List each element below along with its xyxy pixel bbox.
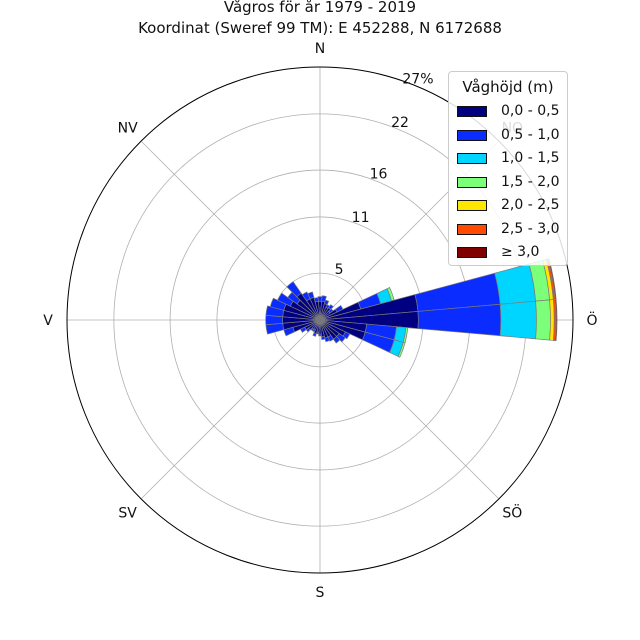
legend-label: 2,5 - 3,0: [501, 220, 560, 237]
bar-segment: [535, 299, 551, 341]
legend-swatch: [457, 129, 487, 141]
legend: Våghöjd (m) 0,0 - 0,5 0,5 - 1,0 1,0 - 1,5 1…: [448, 71, 568, 266]
bar-segment: [265, 322, 285, 335]
radial-tick-label: 22: [391, 115, 409, 131]
radial-tick-label: 16: [370, 167, 388, 183]
bar-segment: [313, 297, 319, 303]
legend-swatch: [457, 176, 487, 188]
bar-segment: [328, 304, 334, 310]
bar-segment: [323, 299, 330, 306]
bar-segment: [318, 333, 322, 337]
legend-label: 1,5 - 2,0: [501, 173, 560, 190]
bar-segment: [301, 291, 311, 302]
bar-segment: [499, 300, 537, 340]
direction-label: Ö: [586, 311, 597, 329]
legend-label: 2,0 - 2,5: [501, 197, 560, 213]
plot-frame: [66, 66, 574, 574]
legend-label: 0,5 - 1,0: [501, 126, 560, 143]
grid-spoke: [140, 319, 321, 500]
direction-label: SÖ: [502, 503, 522, 521]
legend-label: 0,0 - 0,5: [501, 103, 560, 119]
legend-swatch: [457, 247, 487, 258]
bar-segment: [336, 332, 346, 343]
bar-segment: [494, 263, 537, 305]
radial-tick-label: 11: [352, 210, 370, 226]
legend-title: Våghöjd (m): [462, 78, 554, 96]
legend-label: 1,0 - 1,5: [501, 150, 560, 166]
legend-swatch: [457, 200, 487, 211]
direction-label: SV: [118, 505, 137, 521]
direction-label: S: [316, 585, 325, 601]
legend-swatch: [457, 106, 487, 117]
bar-segment: [312, 332, 317, 337]
bar-segment: [307, 291, 315, 300]
chart-subtitle: Koordinat (Sweref 99 TM): E 452288, N 61…: [138, 19, 502, 37]
radial-tick-label: 27%: [402, 71, 433, 87]
legend-swatch: [457, 223, 487, 235]
bar-segment: [277, 292, 294, 307]
direction-label: N: [315, 41, 325, 57]
bar-segment: [286, 281, 302, 298]
direction-label: V: [43, 313, 53, 329]
bar-segment: [332, 336, 341, 344]
bar-segment: [554, 298, 558, 342]
radial-tick-label: 5: [335, 262, 344, 278]
direction-label: NV: [118, 121, 138, 137]
bar-segment: [324, 336, 330, 343]
legend-swatch: [457, 153, 487, 164]
bar-segment: [269, 297, 287, 311]
grid-spoke: [319, 319, 500, 500]
bars: [265, 258, 558, 358]
legend-label: ≥ 3,0: [501, 244, 540, 260]
chart-title: Vågros för år 1979 - 2019: [223, 0, 417, 16]
bar-segment: [265, 305, 285, 318]
bar-segment: [397, 341, 406, 358]
bar-segment: [321, 335, 326, 340]
